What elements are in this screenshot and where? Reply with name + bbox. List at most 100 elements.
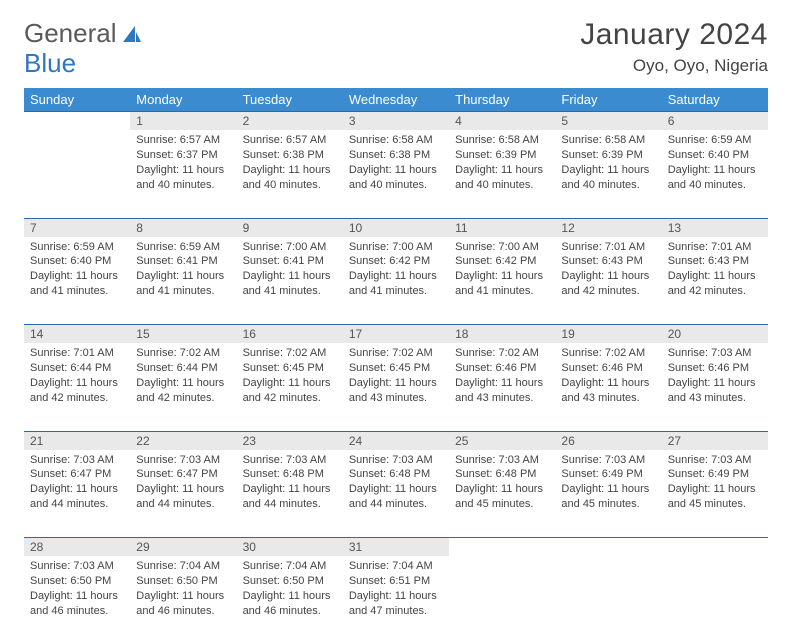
- day-number: 14: [24, 325, 130, 344]
- sunset-text: Sunset: 6:46 PM: [455, 361, 549, 376]
- day-number: 28: [24, 538, 130, 557]
- sunset-text: Sunset: 6:42 PM: [455, 254, 549, 269]
- day-cell: Sunrise: 7:02 AMSunset: 6:44 PMDaylight:…: [130, 343, 236, 431]
- sunset-text: Sunset: 6:48 PM: [243, 467, 337, 482]
- sunset-text: Sunset: 6:50 PM: [30, 574, 124, 589]
- sunset-text: Sunset: 6:44 PM: [30, 361, 124, 376]
- sunset-text: Sunset: 6:40 PM: [30, 254, 124, 269]
- sunset-text: Sunset: 6:40 PM: [668, 148, 762, 163]
- day-cell: Sunrise: 7:00 AMSunset: 6:41 PMDaylight:…: [237, 237, 343, 325]
- sunrise-text: Sunrise: 7:04 AM: [136, 559, 230, 574]
- location: Oyo, Oyo, Nigeria: [580, 56, 768, 76]
- day-number: [449, 538, 555, 557]
- daylight-text: Daylight: 11 hours and 40 minutes.: [136, 163, 230, 193]
- sunrise-text: Sunrise: 7:00 AM: [455, 240, 549, 255]
- sunrise-text: Sunrise: 7:00 AM: [349, 240, 443, 255]
- daylight-text: Daylight: 11 hours and 46 minutes.: [136, 589, 230, 619]
- sunset-text: Sunset: 6:46 PM: [561, 361, 655, 376]
- day-number: [24, 112, 130, 131]
- sunrise-text: Sunrise: 7:03 AM: [30, 453, 124, 468]
- day-number: 20: [662, 325, 768, 344]
- day-number: [662, 538, 768, 557]
- sunrise-text: Sunrise: 7:02 AM: [561, 346, 655, 361]
- sunrise-text: Sunrise: 7:01 AM: [30, 346, 124, 361]
- weekday-wednesday: Wednesday: [343, 88, 449, 112]
- day-cell: [662, 556, 768, 644]
- daylight-text: Daylight: 11 hours and 44 minutes.: [243, 482, 337, 512]
- sunset-text: Sunset: 6:39 PM: [561, 148, 655, 163]
- sunrise-text: Sunrise: 7:00 AM: [243, 240, 337, 255]
- day-cell: Sunrise: 7:00 AMSunset: 6:42 PMDaylight:…: [343, 237, 449, 325]
- daylight-text: Daylight: 11 hours and 42 minutes.: [668, 269, 762, 299]
- day-number-row: 123456: [24, 112, 768, 131]
- daylight-text: Daylight: 11 hours and 43 minutes.: [561, 376, 655, 406]
- day-number: [555, 538, 661, 557]
- day-number: 7: [24, 218, 130, 237]
- month-title: January 2024: [580, 18, 768, 52]
- daylight-text: Daylight: 11 hours and 46 minutes.: [243, 589, 337, 619]
- weekday-tuesday: Tuesday: [237, 88, 343, 112]
- day-cell: Sunrise: 6:58 AMSunset: 6:39 PMDaylight:…: [449, 130, 555, 218]
- day-number: 17: [343, 325, 449, 344]
- sunset-text: Sunset: 6:47 PM: [136, 467, 230, 482]
- daylight-text: Daylight: 11 hours and 41 minutes.: [455, 269, 549, 299]
- sunrise-text: Sunrise: 7:03 AM: [136, 453, 230, 468]
- weekday-row: Sunday Monday Tuesday Wednesday Thursday…: [24, 88, 768, 112]
- sunset-text: Sunset: 6:41 PM: [243, 254, 337, 269]
- day-cell: Sunrise: 6:57 AMSunset: 6:38 PMDaylight:…: [237, 130, 343, 218]
- daylight-text: Daylight: 11 hours and 42 minutes.: [243, 376, 337, 406]
- day-cell: Sunrise: 7:03 AMSunset: 6:49 PMDaylight:…: [555, 450, 661, 538]
- day-cell: Sunrise: 7:02 AMSunset: 6:46 PMDaylight:…: [449, 343, 555, 431]
- sunrise-text: Sunrise: 6:58 AM: [455, 133, 549, 148]
- sunrise-text: Sunrise: 7:01 AM: [561, 240, 655, 255]
- sunset-text: Sunset: 6:39 PM: [455, 148, 549, 163]
- logo-text-blue: Blue: [24, 48, 76, 79]
- sunrise-text: Sunrise: 7:04 AM: [243, 559, 337, 574]
- day-content-row: Sunrise: 7:03 AMSunset: 6:47 PMDaylight:…: [24, 450, 768, 538]
- sunset-text: Sunset: 6:49 PM: [668, 467, 762, 482]
- sunrise-text: Sunrise: 7:04 AM: [349, 559, 443, 574]
- weekday-thursday: Thursday: [449, 88, 555, 112]
- sunset-text: Sunset: 6:51 PM: [349, 574, 443, 589]
- day-cell: Sunrise: 6:59 AMSunset: 6:41 PMDaylight:…: [130, 237, 236, 325]
- day-number: 12: [555, 218, 661, 237]
- sunset-text: Sunset: 6:49 PM: [561, 467, 655, 482]
- sunset-text: Sunset: 6:41 PM: [136, 254, 230, 269]
- weekday-saturday: Saturday: [662, 88, 768, 112]
- sunrise-text: Sunrise: 7:03 AM: [561, 453, 655, 468]
- day-number: 3: [343, 112, 449, 131]
- day-number: 21: [24, 431, 130, 450]
- day-number-row: 28293031: [24, 538, 768, 557]
- sunrise-text: Sunrise: 6:59 AM: [30, 240, 124, 255]
- sunset-text: Sunset: 6:37 PM: [136, 148, 230, 163]
- day-number: 4: [449, 112, 555, 131]
- day-cell: Sunrise: 7:03 AMSunset: 6:49 PMDaylight:…: [662, 450, 768, 538]
- day-number: 9: [237, 218, 343, 237]
- daylight-text: Daylight: 11 hours and 40 minutes.: [243, 163, 337, 193]
- day-cell: Sunrise: 6:58 AMSunset: 6:38 PMDaylight:…: [343, 130, 449, 218]
- daylight-text: Daylight: 11 hours and 45 minutes.: [561, 482, 655, 512]
- daylight-text: Daylight: 11 hours and 40 minutes.: [668, 163, 762, 193]
- sunrise-text: Sunrise: 7:03 AM: [30, 559, 124, 574]
- daylight-text: Daylight: 11 hours and 40 minutes.: [455, 163, 549, 193]
- day-number: 13: [662, 218, 768, 237]
- sunrise-text: Sunrise: 7:03 AM: [349, 453, 443, 468]
- day-number: 30: [237, 538, 343, 557]
- sunset-text: Sunset: 6:38 PM: [243, 148, 337, 163]
- sunrise-text: Sunrise: 6:58 AM: [349, 133, 443, 148]
- day-number: 18: [449, 325, 555, 344]
- sunset-text: Sunset: 6:45 PM: [243, 361, 337, 376]
- sunrise-text: Sunrise: 7:03 AM: [455, 453, 549, 468]
- day-number: 24: [343, 431, 449, 450]
- day-number: 29: [130, 538, 236, 557]
- day-number: 16: [237, 325, 343, 344]
- sunset-text: Sunset: 6:48 PM: [349, 467, 443, 482]
- day-cell: Sunrise: 7:03 AMSunset: 6:48 PMDaylight:…: [343, 450, 449, 538]
- daylight-text: Daylight: 11 hours and 44 minutes.: [136, 482, 230, 512]
- day-number-row: 21222324252627: [24, 431, 768, 450]
- daylight-text: Daylight: 11 hours and 41 minutes.: [243, 269, 337, 299]
- day-number-row: 14151617181920: [24, 325, 768, 344]
- day-cell: [24, 130, 130, 218]
- day-content-row: Sunrise: 7:03 AMSunset: 6:50 PM Daylight:…: [24, 556, 768, 644]
- day-number: 22: [130, 431, 236, 450]
